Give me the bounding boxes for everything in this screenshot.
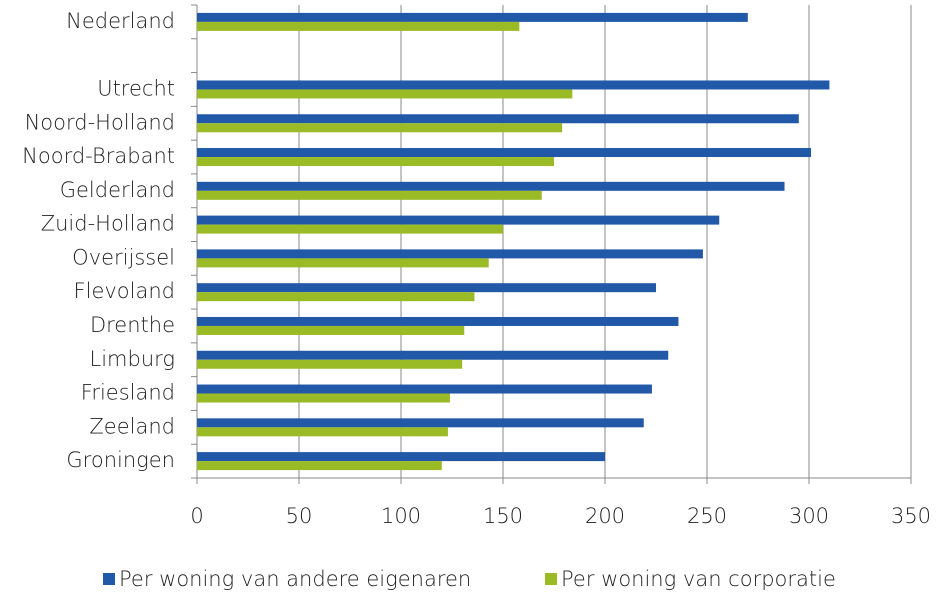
bar <box>197 292 475 302</box>
y-tick-label: Noord-Brabant <box>22 144 175 168</box>
legend-label: Per woning van corporatie <box>561 567 836 591</box>
x-tick-label: 350 <box>891 504 931 528</box>
bar <box>197 461 442 471</box>
y-tick-label: Groningen <box>66 448 175 472</box>
bar <box>197 123 563 133</box>
bar <box>197 89 573 99</box>
bar <box>197 157 554 167</box>
y-tick-label: Limburg <box>90 347 176 371</box>
bar <box>197 418 644 428</box>
bar <box>197 249 703 259</box>
y-tick-label: Friesland <box>81 381 175 405</box>
legend-label: Per woning van andere eigenaren <box>119 567 471 591</box>
bar <box>197 224 503 234</box>
bar <box>197 350 669 360</box>
bar <box>197 316 679 326</box>
bar <box>197 181 785 191</box>
bar <box>197 215 720 225</box>
bar <box>197 114 799 124</box>
bar <box>197 393 450 403</box>
x-tick-label: 200 <box>585 504 625 528</box>
bar <box>197 190 542 200</box>
y-tick-label: Flevoland <box>74 279 175 303</box>
legend-swatch <box>545 573 557 585</box>
y-tick-label: Zuid-Holland <box>41 212 175 236</box>
y-tick-label: Overijssel <box>72 245 175 269</box>
bar <box>197 258 489 268</box>
legend-swatch <box>103 573 115 585</box>
y-tick-label: Noord-Holland <box>25 110 175 134</box>
bar <box>197 80 830 90</box>
x-tick-label: 0 <box>190 504 203 528</box>
bar <box>197 283 656 293</box>
bar <box>197 427 448 437</box>
bar <box>197 359 463 369</box>
x-tick-label: 50 <box>286 504 313 528</box>
y-tick-label: Gelderland <box>60 178 175 202</box>
y-tick-label: Nederland <box>66 9 175 33</box>
x-tick-label: 300 <box>789 504 829 528</box>
bar <box>197 452 605 462</box>
x-tick-label: 100 <box>381 504 421 528</box>
bar <box>197 384 652 394</box>
y-tick-label: Utrecht <box>97 76 175 100</box>
bar <box>197 21 520 31</box>
x-tick-label: 150 <box>483 504 523 528</box>
bar <box>197 148 812 158</box>
bar <box>197 325 465 335</box>
bar <box>197 12 748 22</box>
x-tick-label: 250 <box>687 504 727 528</box>
y-tick-label: Zeeland <box>89 414 175 438</box>
y-tick-label: Drenthe <box>90 313 175 337</box>
